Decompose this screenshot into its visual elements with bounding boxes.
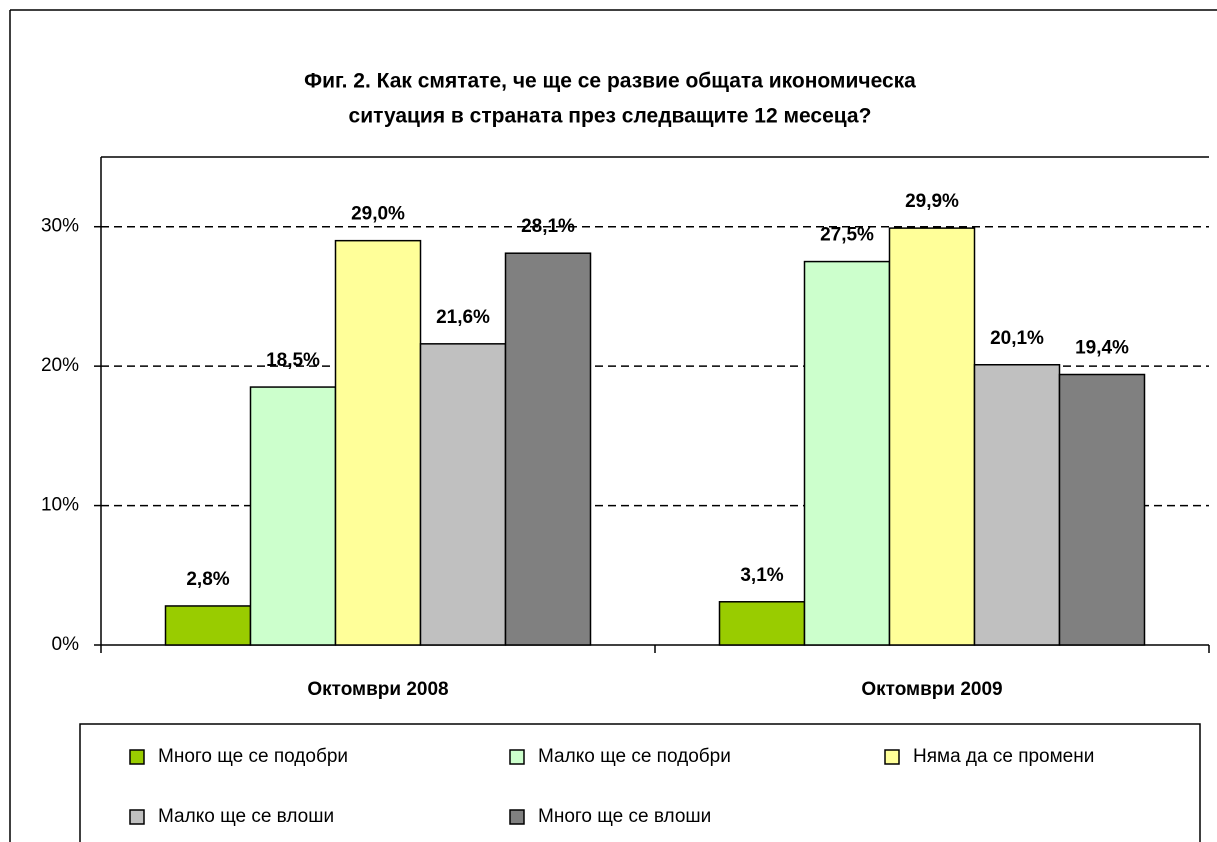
value-label: 18,5% [266, 350, 320, 371]
legend-swatch [884, 749, 900, 765]
legend-swatch [509, 809, 525, 825]
value-label: 28,1% [521, 216, 575, 237]
y-tick-label: 0% [52, 634, 80, 655]
value-label: 2,8% [186, 569, 229, 590]
chart-title: ситуация в страната през следващите 12 м… [349, 105, 872, 128]
legend-label: Малко ще се влоши [158, 806, 334, 827]
bar [1058, 373, 1146, 646]
value-label: 20,1% [990, 328, 1044, 349]
bar [718, 601, 806, 646]
bar [334, 239, 422, 646]
chart-title: Фиг. 2. Как смятате, че ще се развие общ… [304, 70, 916, 93]
bar [973, 363, 1061, 646]
y-tick-label: 20% [41, 355, 79, 376]
bar [803, 260, 891, 646]
value-label: 29,0% [351, 204, 405, 225]
bar [504, 252, 592, 646]
value-label: 29,9% [905, 191, 959, 212]
bar [249, 386, 337, 646]
value-label: 27,5% [820, 225, 874, 246]
x-tick-label: Октомври 2009 [861, 679, 1002, 700]
value-label: 19,4% [1075, 338, 1129, 359]
y-tick-label: 30% [41, 216, 79, 237]
bar [419, 343, 507, 646]
bar [164, 605, 252, 646]
bar [888, 227, 976, 646]
legend-swatch [509, 749, 525, 765]
x-tick-label: Октомври 2008 [307, 679, 448, 700]
y-tick-label: 10% [41, 495, 79, 516]
legend-swatch [129, 809, 145, 825]
legend-label: Много ще се подобри [158, 746, 348, 767]
legend-label: Малко ще се подобри [538, 746, 731, 767]
legend-box [79, 723, 1201, 842]
legend-swatch [129, 749, 145, 765]
value-label: 3,1% [740, 565, 783, 586]
legend-label: Няма да се промени [913, 746, 1094, 767]
value-label: 21,6% [436, 307, 490, 328]
legend-label: Много ще се влоши [538, 806, 711, 827]
